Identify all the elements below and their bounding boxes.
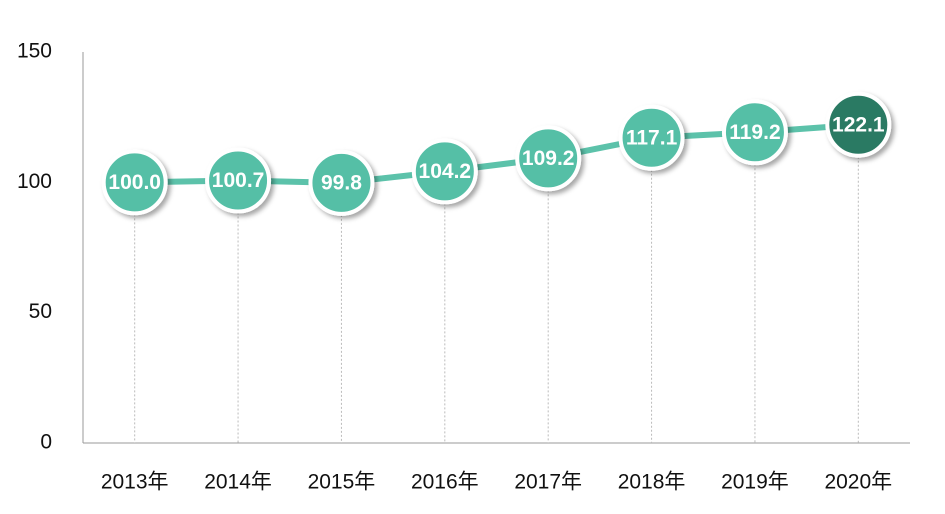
point-marker (205, 147, 272, 214)
data-label: 104.2 (419, 160, 472, 183)
data-label: 109.2 (522, 147, 575, 170)
data-label: 100.0 (108, 171, 161, 194)
data-label: 99.8 (321, 171, 362, 194)
x-tick-label: 2018年 (618, 471, 686, 494)
point-marker (308, 149, 375, 216)
x-tick-label: 2019年 (721, 471, 789, 494)
y-tick-label: 150 (17, 40, 52, 63)
point-marker (618, 104, 685, 171)
point-marker (411, 138, 478, 205)
data-label: 119.2 (729, 121, 780, 144)
x-tick-label: 2020年 (824, 471, 892, 494)
data-label: 100.7 (212, 169, 265, 192)
point-marker (515, 125, 582, 192)
y-tick-label: 0 (40, 431, 52, 454)
point-marker (721, 99, 788, 166)
x-tick-label: 2016年 (411, 471, 479, 494)
data-label: 117.1 (626, 126, 678, 149)
point-marker (101, 149, 168, 216)
point-marker (825, 91, 892, 158)
x-tick-label: 2015年 (308, 471, 376, 494)
x-tick-label: 2014年 (204, 471, 272, 494)
x-tick-label: 2017年 (514, 471, 582, 494)
y-tick-label: 50 (29, 300, 52, 323)
y-tick-label: 100 (17, 170, 52, 193)
x-tick-label: 2013年 (101, 471, 169, 494)
data-label: 122.1 (832, 113, 885, 136)
